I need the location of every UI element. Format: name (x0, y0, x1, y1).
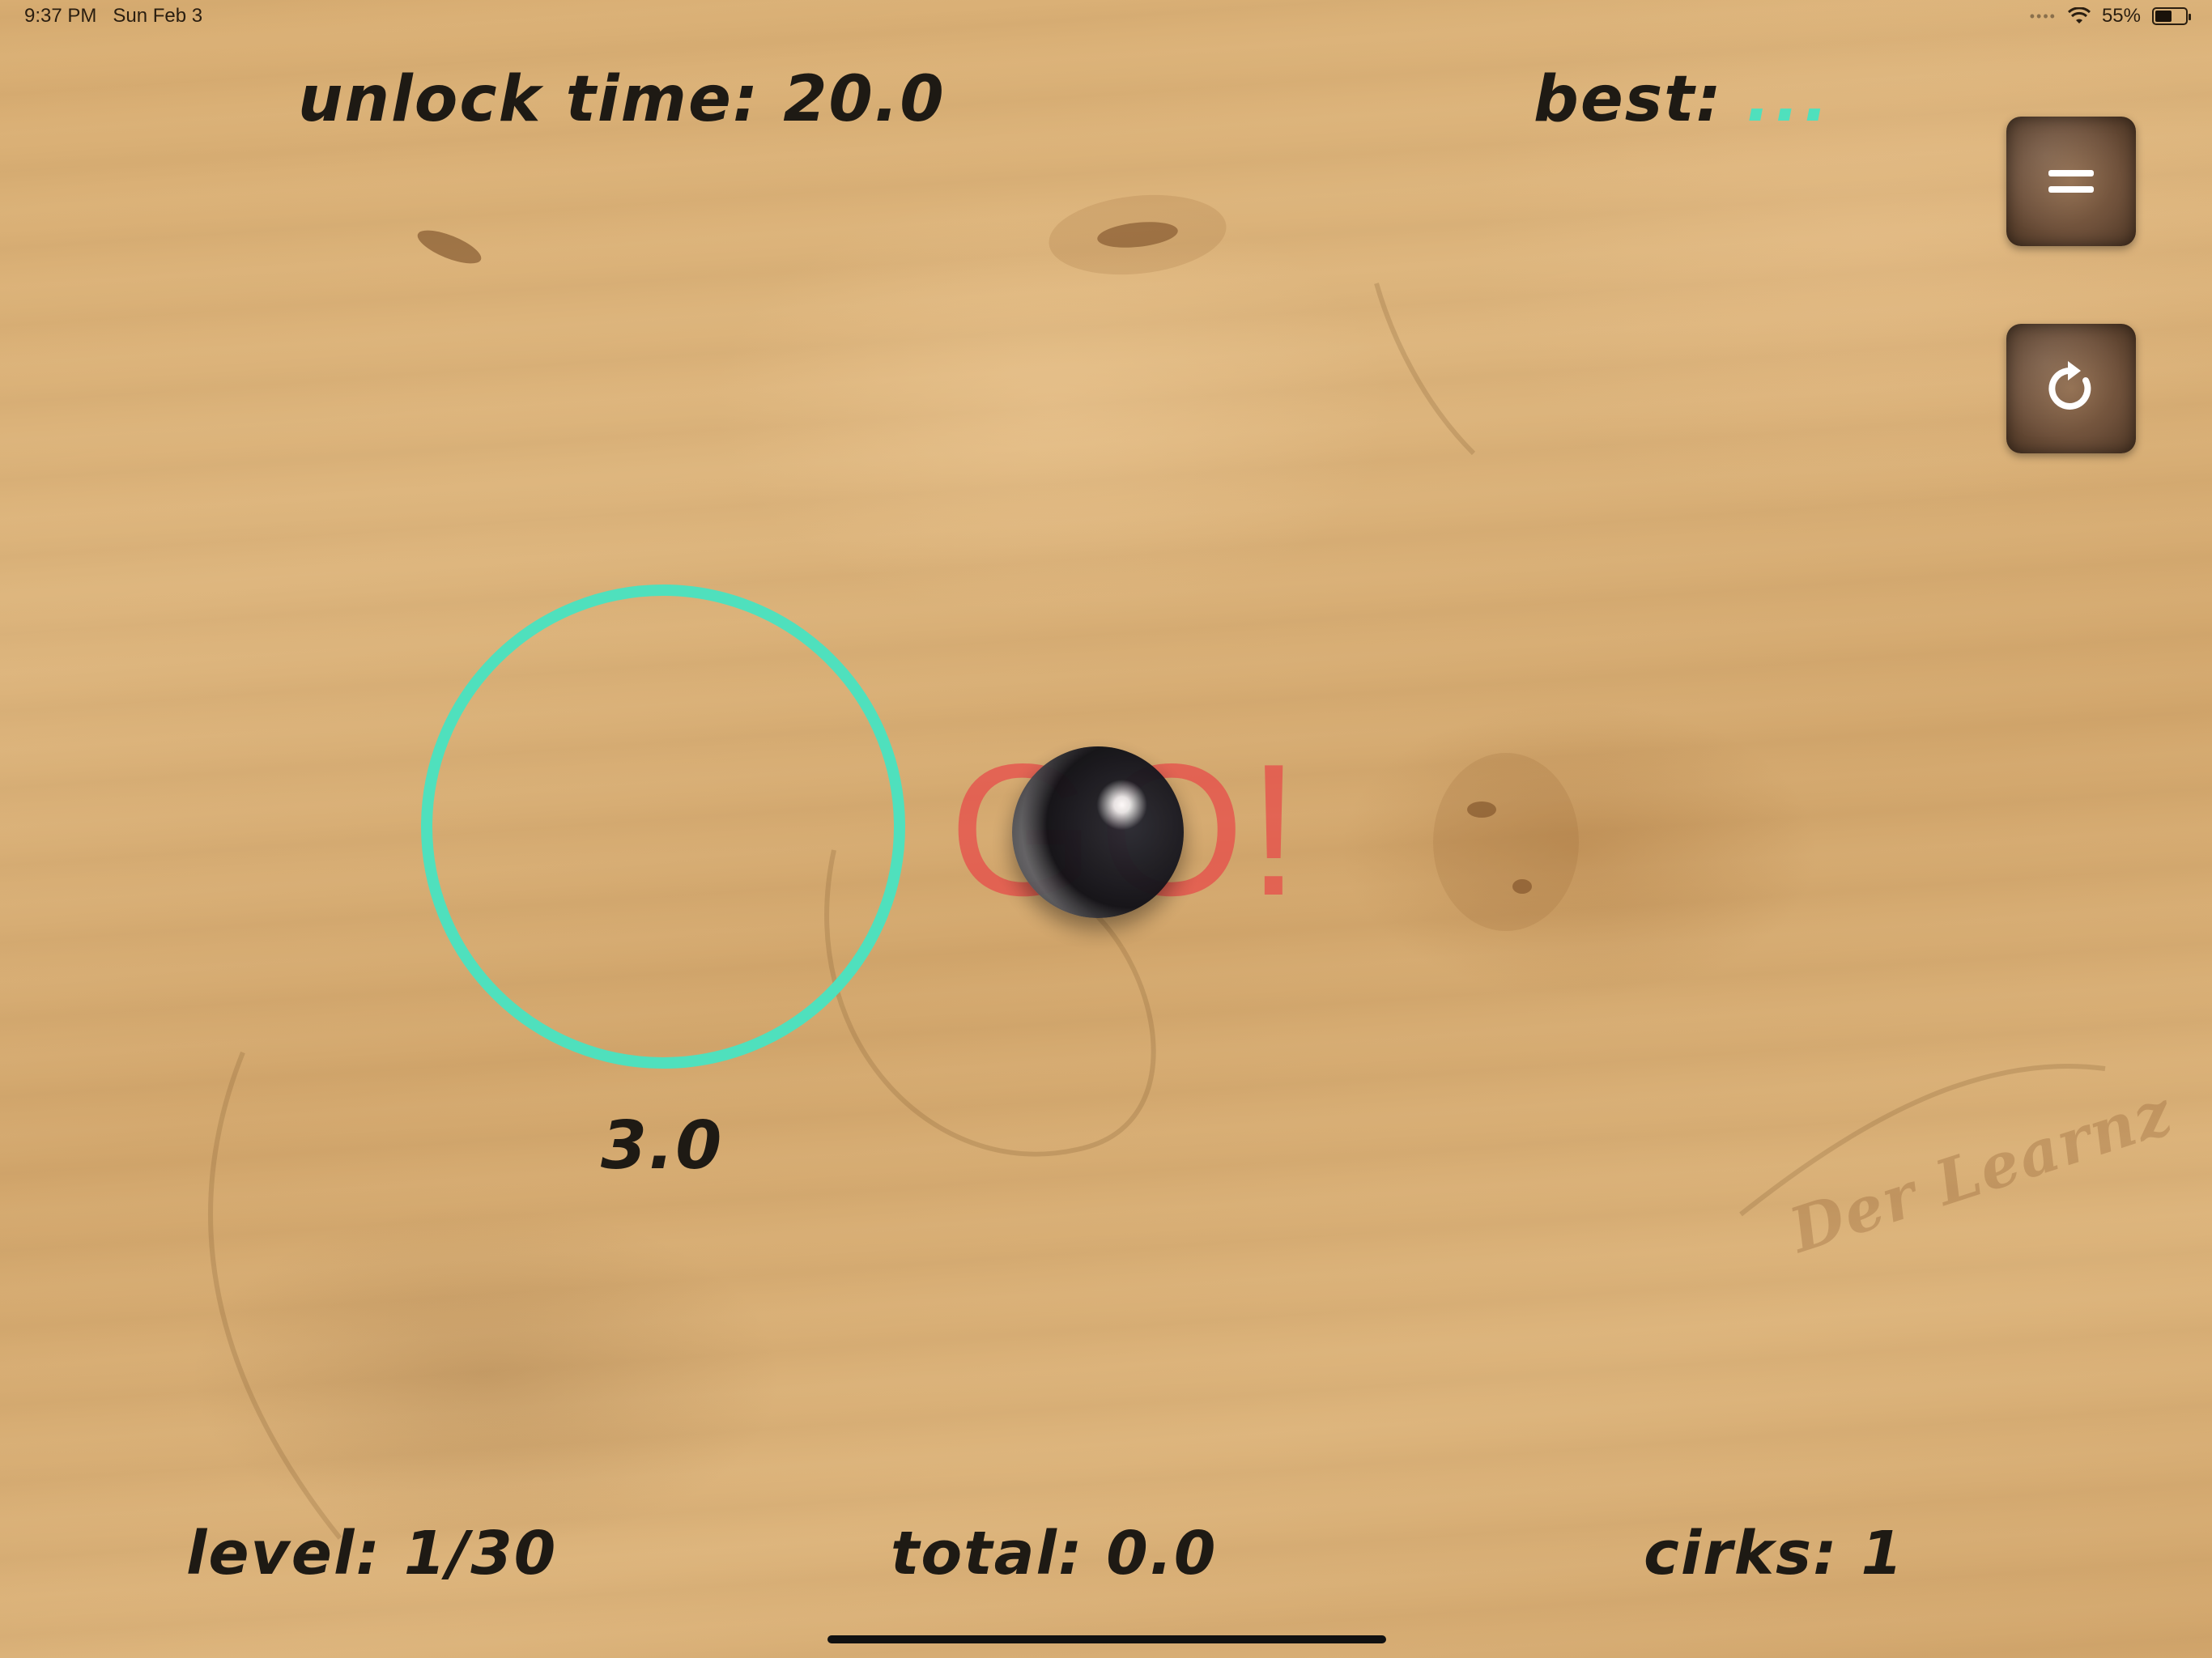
unlock-time-label: unlock time: 20.0 (298, 63, 946, 136)
menu-button[interactable] (2006, 117, 2136, 246)
cirks-label: cirks: 1 (1644, 1519, 1904, 1588)
level-label: level: 1/30 (186, 1519, 558, 1588)
restart-button[interactable] (2006, 324, 2136, 453)
home-indicator[interactable] (827, 1635, 1386, 1643)
target-ring (421, 585, 905, 1069)
watermark-logo: Der Learnz (1781, 1075, 2181, 1267)
wifi-icon (2067, 7, 2091, 23)
battery-percent: 55% (2101, 5, 2141, 27)
status-right: •••• 55% (2029, 5, 2191, 28)
ring-time-label: 3.0 (601, 1107, 724, 1184)
status-date: Sun Feb 3 (113, 5, 203, 27)
status-left: 9:37 PM Sun Feb 3 (24, 5, 202, 28)
restart-icon (2048, 361, 2091, 410)
status-time: 9:37 PM (24, 5, 97, 27)
status-bar: 9:37 PM Sun Feb 3 •••• 55% (0, 0, 2212, 36)
total-label: total: 0.0 (891, 1519, 1218, 1588)
best-label: best: (1534, 63, 1723, 136)
equals-icon (2048, 170, 2094, 193)
best-value: ... (1746, 63, 1833, 136)
battery-icon (2152, 7, 2191, 25)
battery-fill (2155, 11, 2172, 22)
signal-dots-icon: •••• (2029, 7, 2057, 24)
best-score: best: ... (1534, 63, 1833, 136)
player-ball[interactable] (1012, 746, 1184, 918)
